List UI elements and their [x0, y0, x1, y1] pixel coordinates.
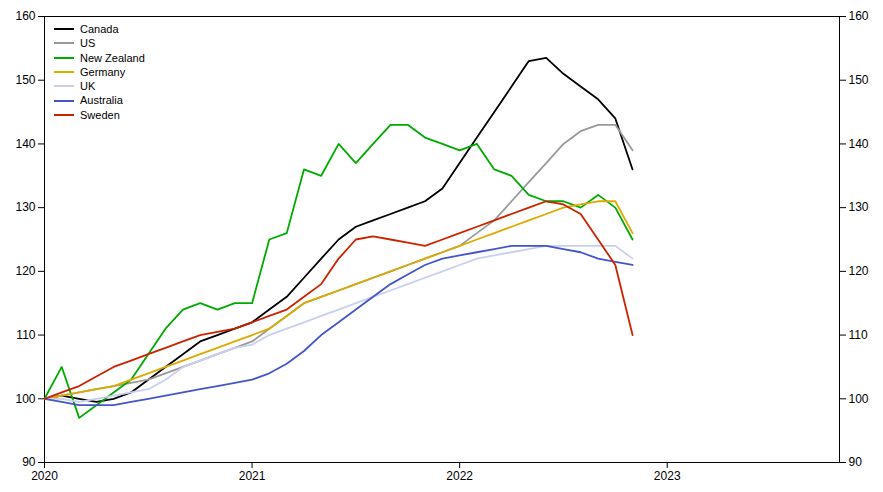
- svg-text:2021: 2021: [239, 469, 266, 483]
- html-text:Sweden: Sweden: [80, 108, 120, 121]
- svg-text:150: 150: [849, 73, 869, 87]
- svg-text:120: 120: [15, 264, 35, 278]
- svg-text:140: 140: [849, 137, 869, 151]
- svg-text:120: 120: [849, 264, 869, 278]
- svg-text:160: 160: [15, 9, 35, 23]
- html-text:Canada: Canada: [80, 23, 119, 35]
- svg-text:110: 110: [16, 328, 35, 342]
- html-text:Australia: Australia: [80, 94, 123, 107]
- svg-text:2023: 2023: [654, 469, 681, 483]
- svg-text:130: 130: [849, 200, 869, 214]
- svg-text:150: 150: [15, 73, 35, 87]
- html-text:UK: UK: [80, 80, 96, 93]
- svg-text:100: 100: [849, 392, 869, 406]
- html-text:US: US: [80, 37, 96, 50]
- svg-text:160: 160: [849, 9, 869, 23]
- html-text:New Zealand: New Zealand: [80, 51, 145, 64]
- svg-text:2020: 2020: [31, 469, 58, 483]
- svg-text:100: 100: [15, 392, 35, 406]
- svg-text:2022: 2022: [446, 469, 473, 483]
- svg-text:130: 130: [15, 200, 35, 214]
- svg-text:140: 140: [15, 137, 35, 151]
- svg-text:110: 110: [849, 328, 868, 342]
- svg-text:90: 90: [849, 455, 863, 469]
- html-text:Germany: Germany: [80, 65, 126, 78]
- svg-text:90: 90: [22, 455, 36, 469]
